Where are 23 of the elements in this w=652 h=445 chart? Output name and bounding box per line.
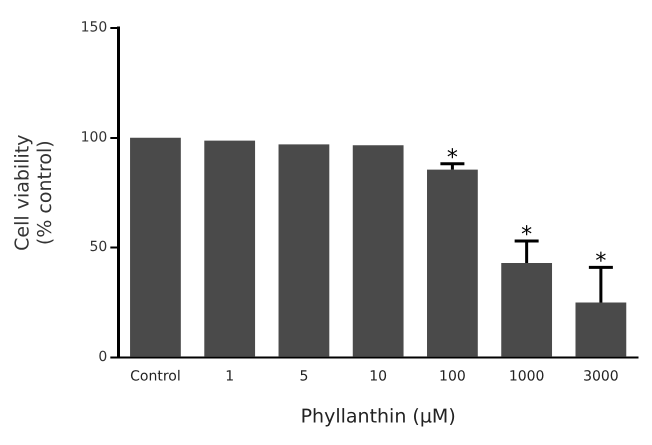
- x-tick-label: Control: [130, 368, 181, 384]
- bar: [204, 140, 256, 356]
- x-tick-label: 100: [439, 368, 466, 384]
- bar: [575, 302, 626, 356]
- x-tick-label: 1: [225, 368, 234, 384]
- y-tick-label: 0: [98, 349, 108, 366]
- bar: [501, 262, 552, 356]
- bar: [130, 138, 181, 356]
- x-tick-label: 5: [299, 368, 308, 384]
- x-tick-label: 3000: [583, 368, 619, 384]
- x-tick-label: 1000: [508, 368, 544, 384]
- y-axis-title: Cell viability (% control): [11, 134, 56, 251]
- annotation: *: [446, 145, 458, 170]
- y-tick-label: 100: [80, 129, 108, 146]
- y-tick-label: 50: [89, 239, 108, 256]
- bar: [427, 170, 478, 356]
- y-tick-label: 150: [80, 20, 108, 36]
- bar: [278, 144, 330, 356]
- bar: [352, 145, 404, 356]
- annotation: *: [595, 249, 606, 274]
- x-axis-title: Phyllanthin (μM): [300, 406, 456, 428]
- x-tick-label: 10: [369, 368, 388, 384]
- annotation: *: [521, 222, 532, 248]
